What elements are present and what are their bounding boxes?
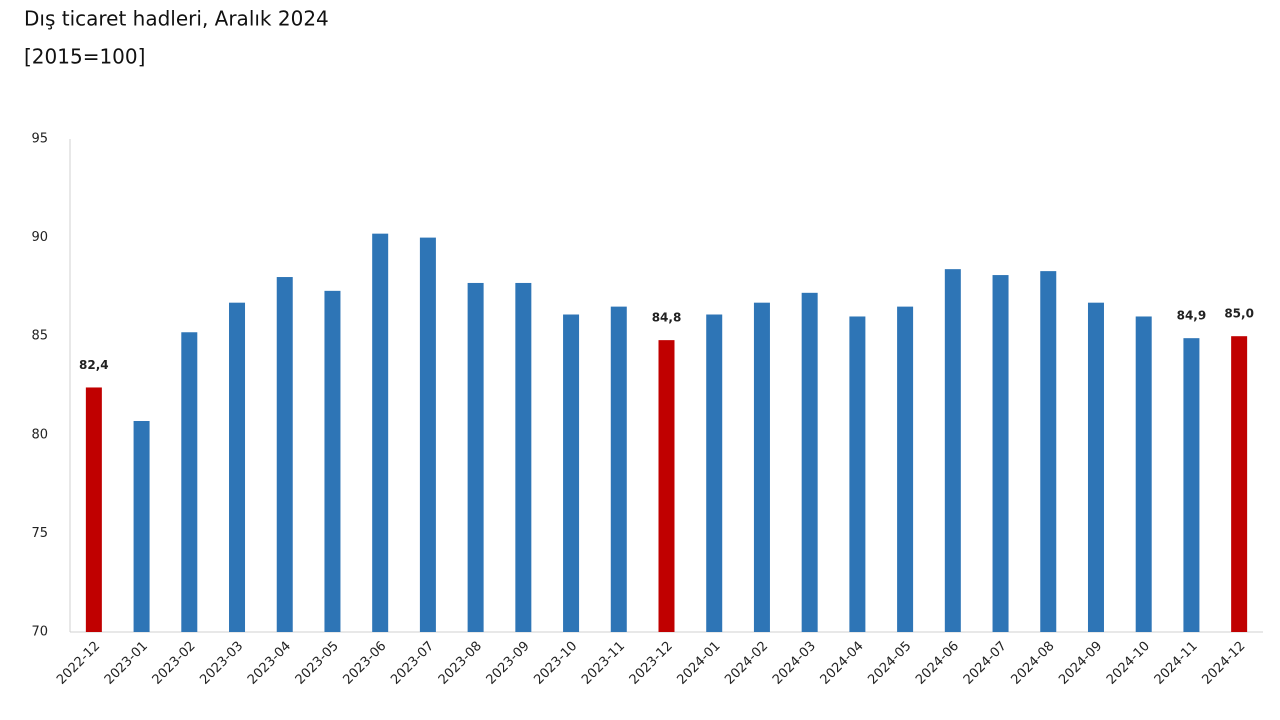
bar: [372, 233, 389, 632]
y-tick-label: 90: [31, 230, 48, 245]
x-tick-label: 2023-11: [579, 639, 628, 688]
bar: [515, 282, 532, 632]
y-tick-label: 80: [31, 427, 48, 442]
bar: [992, 275, 1009, 632]
x-tick-label: 2023-07: [388, 639, 437, 688]
chart-title: Dış ticaret hadleri, Aralık 2024: [24, 7, 329, 31]
bar: [610, 306, 627, 632]
x-tick-label: 2024-01: [675, 639, 724, 688]
value-label: 84,9: [1177, 309, 1207, 323]
bar: [1231, 336, 1248, 632]
bar: [181, 332, 198, 632]
x-tick-label: 2023-10: [531, 639, 580, 688]
x-tick-label: 2023-04: [245, 639, 294, 688]
value-label: 84,8: [652, 311, 682, 325]
x-tick-label: 2024-10: [1104, 639, 1153, 688]
bar: [467, 282, 484, 632]
bar: [563, 314, 580, 632]
value-label: 85,0: [1224, 307, 1254, 321]
x-tick-label: 2022-12: [54, 639, 103, 688]
chart-subtitle: [2015=100]: [24, 45, 145, 69]
bar: [897, 306, 914, 632]
x-tick-label: 2023-01: [102, 639, 151, 688]
x-tick-label: 2023-05: [293, 639, 342, 688]
x-tick-label: 2024-03: [770, 639, 819, 688]
x-tick-label: 2023-03: [197, 639, 246, 688]
bar: [229, 302, 246, 632]
bar: [753, 302, 770, 632]
bar: [419, 237, 436, 632]
bar: [706, 314, 723, 632]
bar: [658, 340, 675, 632]
x-tick-label: 2023-02: [150, 639, 199, 688]
bar: [801, 292, 818, 632]
y-tick-label: 95: [31, 132, 48, 147]
y-tick-label: 70: [31, 625, 48, 640]
x-tick-label: 2024-08: [1009, 639, 1058, 688]
bar: [276, 277, 293, 632]
value-label: 82,4: [79, 358, 109, 372]
bar: [1087, 302, 1104, 632]
bar: [133, 420, 150, 632]
x-tick-label: 2024-02: [722, 639, 771, 688]
bar: [849, 316, 866, 632]
x-tick-label: 2024-06: [913, 639, 962, 688]
bar: [1183, 338, 1200, 632]
x-tick-label: 2024-11: [1152, 639, 1201, 688]
x-tick-label: 2024-05: [865, 639, 914, 688]
x-tick-label: 2024-09: [1056, 639, 1105, 688]
x-tick-label: 2023-06: [340, 639, 389, 688]
x-tick-label: 2024-04: [818, 639, 867, 688]
bar: [1135, 316, 1152, 632]
bar: [324, 290, 341, 632]
x-tick-label: 2024-07: [961, 639, 1010, 688]
x-tick-label: 2023-12: [627, 639, 676, 688]
bar: [85, 387, 102, 632]
x-tick-label: 2023-08: [436, 639, 485, 688]
x-tick-label: 2023-09: [484, 639, 533, 688]
bar: [944, 269, 961, 632]
bar: [1040, 271, 1057, 632]
y-tick-label: 75: [31, 526, 48, 541]
y-tick-label: 85: [31, 329, 48, 344]
x-tick-label: 2024-12: [1199, 639, 1248, 688]
